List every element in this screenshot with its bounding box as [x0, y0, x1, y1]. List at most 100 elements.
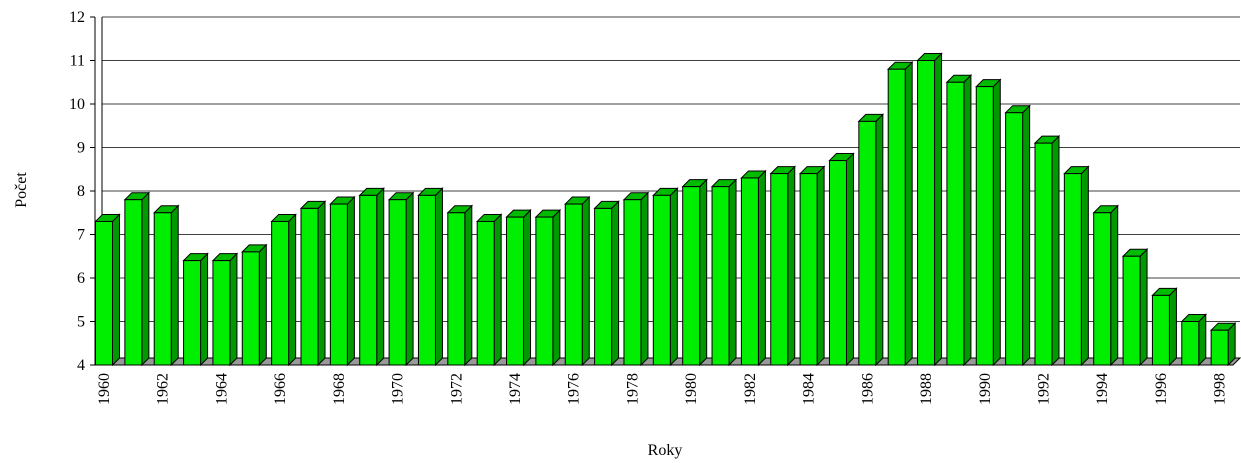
bar — [1005, 112, 1024, 366]
bar-side — [875, 113, 884, 367]
bar-side — [992, 78, 1001, 367]
x-tick-label: 1970 — [390, 373, 407, 405]
bar-side — [464, 204, 473, 367]
x-tick-label: 1988 — [918, 373, 935, 405]
bar-side — [112, 213, 120, 367]
bar-side — [816, 165, 825, 367]
bar — [564, 203, 583, 366]
bar — [652, 194, 671, 366]
bar-side — [1198, 313, 1207, 367]
bar-side — [552, 208, 561, 367]
bar — [1151, 294, 1170, 366]
bar-side — [845, 152, 854, 367]
x-tick-label: 1984 — [801, 373, 818, 405]
bar — [946, 81, 965, 366]
bar — [241, 251, 260, 366]
bar — [153, 212, 172, 366]
bar — [359, 194, 378, 366]
y-tick-label: 6 — [77, 270, 85, 287]
y-tick-label: 11 — [70, 53, 85, 70]
bar — [300, 207, 319, 366]
bar-side — [1139, 248, 1148, 367]
x-tick-label: 1998 — [1212, 373, 1229, 405]
bar — [594, 207, 613, 366]
bar — [917, 60, 936, 366]
y-tick-label: 9 — [77, 140, 85, 157]
bar — [623, 199, 642, 366]
bar-side — [640, 191, 649, 367]
x-tick-label: 1986 — [859, 373, 876, 405]
y-tick-label: 7 — [77, 227, 85, 244]
bar — [212, 260, 231, 366]
bar — [711, 186, 730, 366]
bar — [1093, 212, 1112, 366]
bar-side — [1051, 134, 1060, 367]
bar — [740, 177, 759, 366]
x-tick-label: 1964 — [213, 373, 230, 405]
x-tick-label: 1994 — [1094, 373, 1111, 405]
bar — [1181, 321, 1200, 366]
bar-side — [699, 178, 708, 367]
y-axis-title: Počet — [13, 172, 30, 208]
bar — [770, 173, 789, 366]
y-tick-label: 8 — [77, 183, 85, 200]
bar — [799, 173, 818, 366]
bar — [183, 260, 202, 366]
bar — [682, 186, 701, 366]
bar — [1034, 142, 1053, 366]
bar — [887, 68, 906, 366]
x-tick-label: 1992 — [1035, 373, 1052, 405]
x-tick-label: 1976 — [566, 373, 583, 405]
bar-side — [1080, 165, 1089, 367]
y-tick-label: 12 — [69, 9, 85, 26]
bar-side — [141, 191, 150, 367]
x-tick-label: 1980 — [683, 373, 700, 405]
bar — [828, 160, 847, 366]
bar-side — [229, 252, 238, 367]
bar — [476, 220, 495, 366]
y-tick-label: 4 — [77, 357, 85, 374]
bar — [535, 216, 554, 366]
bar-side — [963, 74, 972, 367]
y-tick-label: 10 — [69, 96, 85, 113]
x-tick-label: 1972 — [448, 373, 465, 405]
x-tick-label: 1982 — [742, 373, 759, 405]
x-axis-title: Roky — [648, 442, 683, 459]
bar-side — [405, 191, 414, 367]
bar-side — [493, 213, 502, 367]
x-tick-label: 1978 — [624, 373, 641, 405]
bar — [975, 86, 994, 366]
bar — [447, 212, 466, 366]
bar — [95, 220, 113, 366]
bar-side — [200, 252, 209, 367]
bar — [124, 199, 143, 366]
bar-side — [258, 243, 267, 367]
bar — [417, 194, 436, 366]
bar-side — [581, 195, 590, 367]
bar-side — [728, 178, 737, 367]
x-tick-label: 1990 — [977, 373, 994, 405]
bar-side — [934, 52, 943, 367]
bar-side — [317, 200, 326, 367]
bar-side — [611, 200, 620, 367]
x-tick-label: 1996 — [1153, 373, 1170, 405]
bar — [329, 203, 348, 366]
bar-side — [346, 195, 355, 367]
bar-side — [1022, 104, 1031, 367]
bar-side — [787, 165, 796, 367]
bar-side — [288, 213, 297, 367]
x-tick-label: 1974 — [507, 373, 524, 405]
bar-side — [669, 187, 678, 367]
bar-side — [904, 60, 913, 367]
y-tick-label: 5 — [77, 314, 85, 331]
bar-side — [1168, 287, 1177, 367]
bar — [858, 120, 877, 366]
x-tick-label: 1966 — [272, 373, 289, 405]
bar — [388, 199, 407, 366]
bar — [1122, 255, 1141, 366]
bar-side — [170, 204, 179, 367]
x-tick-label: 1960 — [96, 373, 113, 405]
bar-side — [1110, 204, 1119, 367]
x-tick-label: 1962 — [155, 373, 172, 405]
bar-side — [376, 187, 385, 367]
